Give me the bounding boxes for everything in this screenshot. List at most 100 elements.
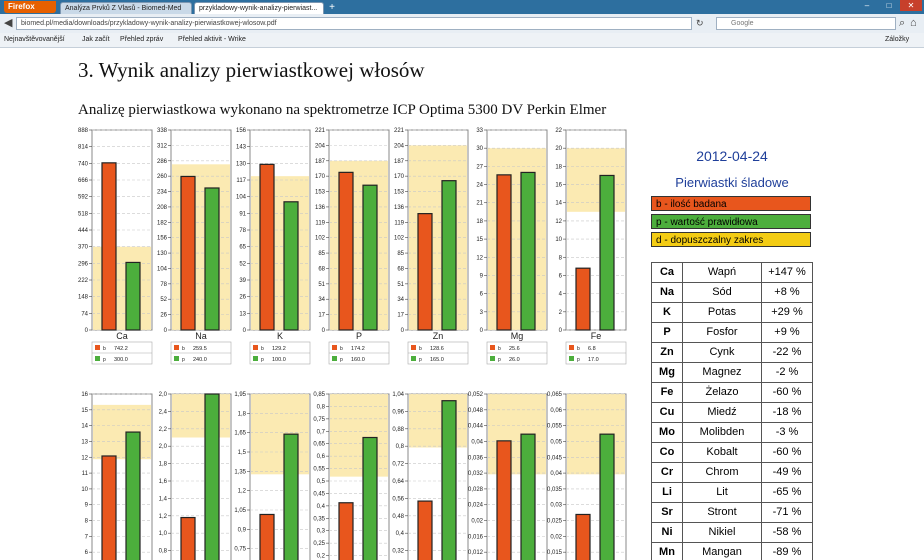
- chart-zn-tick-label: 170: [394, 174, 405, 180]
- bookmark-getting-started[interactable]: Jak začít: [82, 36, 110, 43]
- minimize-icon[interactable]: –: [864, 1, 870, 10]
- search-icon[interactable]: ⌕: [899, 17, 906, 29]
- element-symbol: Ca: [651, 262, 683, 283]
- chart-cr-tick-label: 0,8: [317, 404, 326, 410]
- trace-elements-table: Ca Wapń +147 % Na Sód +8 % K Potas +29 % P Fosfor +…: [651, 262, 813, 560]
- element-symbol: Sr: [651, 502, 683, 523]
- chart-na-b-key: b: [182, 346, 185, 352]
- chart-na-bar-measured: [180, 175, 196, 331]
- chart-p-p-value: 160.0: [351, 357, 365, 363]
- element-symbol: K: [651, 302, 683, 323]
- new-tab-button[interactable]: +: [329, 2, 335, 13]
- close-icon[interactable]: ✕: [900, 0, 922, 11]
- reload-icon[interactable]: ↻: [696, 18, 704, 28]
- chart-cr-tick-label: 0,25: [313, 541, 325, 547]
- element-deviation: -65 %: [761, 482, 813, 503]
- chart-cu-tick-label: 8: [85, 519, 89, 525]
- chart-cu-tick-label: 11: [82, 471, 89, 477]
- chart-ca-b-value: 742.2: [114, 346, 128, 352]
- chart-na-tick-label: 234: [157, 190, 168, 196]
- chart-fe-tick-label: 6: [559, 273, 563, 279]
- chart-sr-tick-label: 0,024: [468, 503, 484, 509]
- element-symbol: Cr: [651, 462, 683, 483]
- element-deviation: -18 %: [761, 402, 813, 423]
- element-symbol: Li: [651, 482, 683, 503]
- chart-sr-tick-label: 0,048: [468, 408, 484, 414]
- chart-ni-tick-label: 0,065: [547, 392, 563, 398]
- chart-cu-tick-label: 14: [81, 424, 88, 430]
- chart-sr-tick-label: 0,028: [468, 487, 484, 493]
- chart-p-tick-label: 34: [318, 297, 325, 303]
- bookmark-messages[interactable]: Přehled zpráv: [120, 36, 164, 43]
- chart-mg-b-key: b: [498, 346, 501, 352]
- chart-cu-bar-normal: [125, 431, 141, 560]
- chart-zn-b-key: b: [419, 346, 422, 352]
- chart-ca-p-swatch: [95, 356, 100, 361]
- table-row: Mn Mangan -89 %: [651, 542, 813, 560]
- chart-cr-tick-label: 0,75: [313, 417, 325, 423]
- chart-fe-label: Fe: [591, 331, 602, 341]
- table-row: Ni Nikiel -58 %: [651, 522, 813, 543]
- chart-ni-tick-label: 0,025: [547, 519, 563, 525]
- chart-na-label: Na: [195, 331, 207, 341]
- chart-mo-tick-label: 2,4: [159, 409, 168, 415]
- table-row: K Potas +29 %: [651, 302, 813, 323]
- chart-fe-tick-label: 16: [555, 183, 562, 189]
- bookmarks-menu[interactable]: Záložky: [885, 36, 910, 43]
- tab-analyza[interactable]: Analýza Prvků Z Vlasů - Biomed-Med: [60, 2, 192, 14]
- chart-ni-range-band: [567, 394, 625, 475]
- tab-przykladowy[interactable]: przykladowy-wynik-analizy-pierwiast...: [194, 2, 324, 14]
- chart-ni-tick-label: 0,045: [547, 455, 563, 461]
- chart-fe-p-key: p: [577, 357, 580, 363]
- chart-zn-tick-label: 34: [397, 297, 404, 303]
- firefox-menu-button[interactable]: Firefox: [4, 1, 56, 13]
- chart-p-p-swatch: [332, 356, 337, 361]
- back-icon[interactable]: ◀: [4, 17, 13, 29]
- chart-ca-tick-label: 888: [78, 128, 89, 134]
- chart-ca-label: Ca: [116, 331, 128, 341]
- browser-tab-bar: Firefox Analýza Prvků Z Vlasů - Biomed-M…: [0, 0, 924, 14]
- chart-zn-b-value: 128.6: [430, 346, 444, 352]
- element-deviation: -49 %: [761, 462, 813, 483]
- chart-na-bar-normal: [204, 187, 220, 331]
- chart-li-tick-label: 0,32: [392, 549, 404, 555]
- chart-na-p-value: 240.0: [193, 357, 207, 363]
- chart-mg-tick-label: 6: [480, 292, 484, 298]
- element-name: Mangan: [682, 542, 762, 560]
- element-symbol: Fe: [651, 382, 683, 403]
- chart-k-tick-label: 0: [243, 328, 247, 334]
- chart-ca-tick-label: 370: [78, 245, 89, 251]
- chart-mg-p-swatch: [490, 356, 495, 361]
- maximize-icon[interactable]: □: [886, 1, 892, 10]
- chart-li-range-band: [409, 394, 467, 448]
- search-input[interactable]: Google: [716, 17, 896, 30]
- chart-p-b-key: b: [340, 346, 343, 352]
- navigation-bar: ◀ biomed.pl/media/downloads/przykladowy-…: [0, 14, 924, 34]
- chart-mo-tick-label: 1,4: [159, 496, 168, 502]
- chart-k-tick-label: 104: [236, 195, 247, 201]
- chart-zn-b-swatch: [411, 345, 416, 350]
- chart-zn-tick-label: 187: [394, 159, 405, 165]
- chart-cu-tick-label: 13: [81, 439, 88, 445]
- chart-mg-tick-label: 33: [476, 128, 483, 134]
- chart-na-tick-label: 286: [157, 159, 168, 165]
- chart-cu-range-band: [93, 404, 151, 460]
- chart-zn-tick-label: 102: [394, 236, 405, 242]
- chart-cr-bar-normal: [362, 436, 378, 560]
- chart-k-p-swatch: [253, 356, 258, 361]
- chart-co-tick-label: 1,35: [234, 469, 246, 475]
- chart-na-p-swatch: [174, 356, 179, 361]
- chart-fe-tick-label: 0: [559, 328, 563, 334]
- bookmark-most-visited[interactable]: Nejnavštěvovanější: [4, 36, 65, 43]
- chart-co-tick-label: 1,95: [234, 392, 246, 398]
- chart-mg-tick-label: 0: [480, 328, 484, 334]
- home-icon[interactable]: ⌂: [910, 17, 917, 29]
- chart-cu-tick-label: 10: [81, 487, 88, 493]
- bookmark-wrike[interactable]: Přehled aktivit - Wrike: [178, 36, 246, 43]
- chart-na-tick-label: 260: [157, 174, 168, 180]
- table-row: Cu Miedź -18 %: [651, 402, 813, 423]
- element-deviation: -3 %: [761, 422, 813, 443]
- chart-cu-tick-label: 12: [81, 455, 88, 461]
- url-bar[interactable]: biomed.pl/media/downloads/przykladowy-wy…: [16, 17, 692, 30]
- chart-na-tick-label: 26: [160, 313, 167, 319]
